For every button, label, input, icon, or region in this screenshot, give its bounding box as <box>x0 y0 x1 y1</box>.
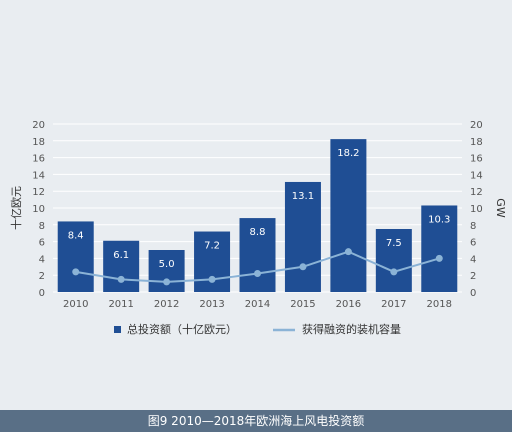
x-tick-label: 2011 <box>108 299 133 310</box>
line-point <box>435 254 443 262</box>
line-point <box>117 275 125 283</box>
y2-axis-title: GW <box>494 198 507 218</box>
line-point <box>390 268 398 276</box>
y2-tick-label: 18 <box>470 137 483 148</box>
y-tick-label: 6 <box>39 238 45 249</box>
x-tick-label: 2016 <box>336 299 361 310</box>
x-tick-label: 2010 <box>63 299 88 310</box>
bar <box>148 250 185 292</box>
y-axis-title: 十亿欧元 <box>9 186 23 230</box>
bar-value-label: 18.2 <box>337 148 359 159</box>
y2-tick-label: 20 <box>470 120 483 131</box>
x-tick-label: 2018 <box>427 299 452 310</box>
legend-label-line: 获得融资的装机容量 <box>302 322 401 336</box>
x-tick-label: 2015 <box>290 299 315 310</box>
y-tick-label: 20 <box>32 120 45 131</box>
x-tick-label: 2012 <box>154 299 179 310</box>
bar-value-label: 8.4 <box>68 230 84 241</box>
y2-tick-label: 16 <box>470 154 483 165</box>
y2-tick-label: 4 <box>470 254 476 265</box>
line-point <box>208 275 216 283</box>
bar <box>284 181 321 292</box>
bar-value-label: 7.2 <box>204 241 220 252</box>
y-tick-label: 2 <box>39 271 45 282</box>
legend-label-bar: 总投资额（十亿欧元） <box>127 322 237 336</box>
x-tick-label: 2017 <box>381 299 406 310</box>
bar <box>57 221 94 292</box>
bar-value-label: 13.1 <box>292 191 314 202</box>
y2-tick-label: 8 <box>470 221 476 232</box>
bar-value-label: 8.8 <box>250 227 266 238</box>
x-tick-label: 2013 <box>199 299 224 310</box>
line-point <box>299 263 307 271</box>
line-point <box>72 268 80 276</box>
bar-value-label: 6.1 <box>113 250 129 261</box>
y-tick-label: 4 <box>39 254 45 265</box>
y-tick-label: 12 <box>32 187 45 198</box>
bar <box>375 229 412 292</box>
y-tick-label: 18 <box>32 137 45 148</box>
bar <box>103 240 140 292</box>
bar <box>421 205 458 292</box>
y2-tick-label: 10 <box>470 204 483 215</box>
y2-tick-label: 12 <box>470 187 483 198</box>
y2-tick-label: 2 <box>470 271 476 282</box>
line-point <box>344 248 352 256</box>
y2-tick-label: 0 <box>470 288 476 299</box>
y-tick-label: 10 <box>32 204 45 215</box>
combo-chart: 0 2 4 6 8 10 12 14 16 18 20 0 2 4 6 8 10 12 14 16 18 20 十亿欧元 GW… <box>9 120 507 336</box>
x-tick-label: 2014 <box>245 299 270 310</box>
y-tick-label: 8 <box>39 221 45 232</box>
bar <box>239 218 276 292</box>
figure-caption: 图9 2010—2018年欧洲海上风电投资额 <box>0 410 512 432</box>
y2-tick-label: 6 <box>470 238 476 249</box>
y-tick-label: 14 <box>32 170 45 181</box>
legend-swatch-bar <box>114 326 121 333</box>
line-point <box>254 270 261 278</box>
y-tick-label: 0 <box>39 288 45 299</box>
bar-value-label: 10.3 <box>428 214 450 225</box>
y2-tick-label: 14 <box>470 170 483 181</box>
bar-value-label: 5.0 <box>159 259 175 270</box>
line-point <box>163 278 171 286</box>
bar <box>330 139 367 292</box>
bar-value-label: 7.5 <box>386 238 402 249</box>
y-tick-label: 16 <box>32 154 45 165</box>
